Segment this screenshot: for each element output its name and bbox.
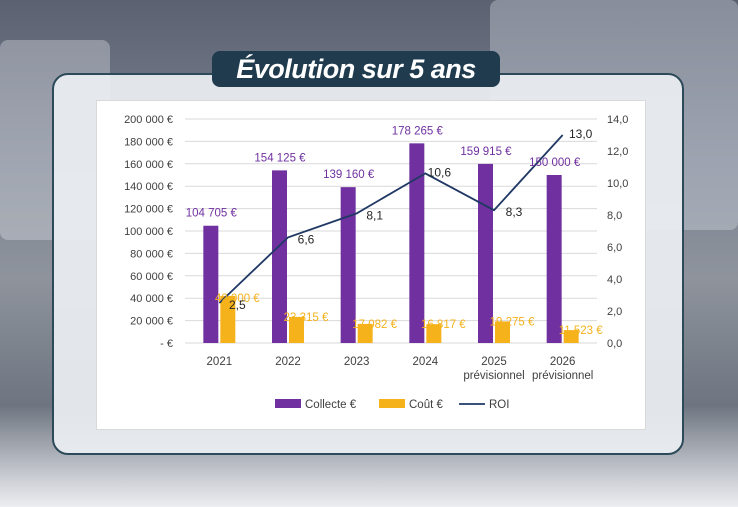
bar-cout: [426, 324, 442, 343]
data-label-collecte: 178 265 €: [392, 125, 444, 137]
bar-collecte: [340, 187, 356, 343]
data-label-collecte: 104 705 €: [186, 208, 238, 220]
title-banner: Évolution sur 5 ans: [212, 51, 500, 87]
data-label-collecte: 154 125 €: [254, 152, 306, 164]
data-label-cout: 42 000 €: [215, 293, 260, 305]
y-left-tick-label: 100 000 €: [124, 226, 173, 238]
y-right-tick-label: 4,0: [607, 274, 622, 286]
bar-cout: [289, 316, 304, 343]
y-right-tick-label: 10,0: [607, 178, 628, 190]
x-tick-label: 2021: [207, 356, 233, 368]
bar-collecte: [546, 175, 562, 343]
y-left-tick-label: 160 000 €: [124, 159, 173, 171]
bar-collecte: [203, 225, 219, 343]
y-left-tick-label: 120 000 €: [124, 204, 173, 216]
data-label-cout: 11 523 €: [559, 325, 604, 337]
y-right-tick-label: 0,0: [607, 338, 622, 350]
x-tick-label: 2025: [481, 356, 507, 368]
chart-card: - € 20 000 € 40 000 € 60 000 € 80 000 € 100 0…: [96, 100, 646, 430]
data-label-roi: 8,3: [506, 205, 523, 219]
bar-cout: [357, 323, 373, 343]
y-left-tick-label: 20 000 €: [130, 316, 173, 328]
y-right-tick-label: 6,0: [607, 242, 622, 254]
y-right-tick-label: 8,0: [607, 210, 622, 222]
legend-label: ROI: [489, 399, 509, 411]
legend-swatch-collecte: [275, 399, 301, 408]
y-left-tick-label: 60 000 €: [130, 271, 173, 283]
x-tick-label: 2026: [550, 356, 576, 368]
bar-cout: [220, 295, 236, 343]
data-label-roi: 6,6: [298, 232, 315, 246]
legend-swatch-cout: [379, 399, 405, 408]
data-label-collecte: 159 915 €: [460, 146, 512, 158]
chart: - € 20 000 € 40 000 € 60 000 € 80 000 € 100 0…: [124, 114, 628, 411]
x-tick-label: 2022: [275, 356, 301, 368]
x-tick-label: prévisionnel: [463, 370, 524, 382]
y-right-tick-label: 2,0: [607, 306, 622, 318]
data-label-roi: 13,0: [569, 127, 593, 141]
y-left-tick-label: 180 000 €: [124, 136, 173, 148]
x-tick-label: 2023: [344, 356, 370, 368]
data-label-roi: 10,6: [428, 165, 452, 179]
bar-cout: [563, 330, 579, 343]
data-label-collecte: 139 160 €: [323, 169, 375, 181]
y-right-tick-label: 14,0: [607, 114, 628, 126]
bar-collecte: [409, 143, 425, 343]
bar-cout: [495, 321, 510, 343]
legend-label: Coût €: [409, 399, 443, 411]
y-right-tick-label: 12,0: [607, 146, 628, 158]
data-label-cout: 17 082 €: [352, 319, 397, 331]
page-title: Évolution sur 5 ans: [236, 53, 476, 84]
data-label-roi: 8,1: [366, 208, 383, 222]
x-tick-label: prévisionnel: [532, 370, 593, 382]
data-label-roi: 2,5: [229, 298, 246, 312]
data-label-cout: 23 315 €: [284, 312, 329, 324]
legend-label: Collecte €: [305, 399, 357, 411]
line-roi: [218, 134, 564, 304]
x-tick-label: 2024: [413, 356, 439, 368]
bar-collecte: [272, 170, 287, 343]
data-label-cout: 16 817 €: [421, 319, 466, 331]
data-label-collecte: 150 000 €: [529, 157, 581, 169]
y-left-tick-label: 40 000 €: [130, 293, 173, 305]
y-left-tick-label: 80 000 €: [130, 248, 173, 260]
data-label-cout: 19 275 €: [490, 316, 535, 328]
y-left-tick-label: - €: [160, 338, 173, 350]
y-left-tick-label: 200 000 €: [124, 114, 173, 126]
y-left-tick-label: 140 000 €: [124, 181, 173, 193]
